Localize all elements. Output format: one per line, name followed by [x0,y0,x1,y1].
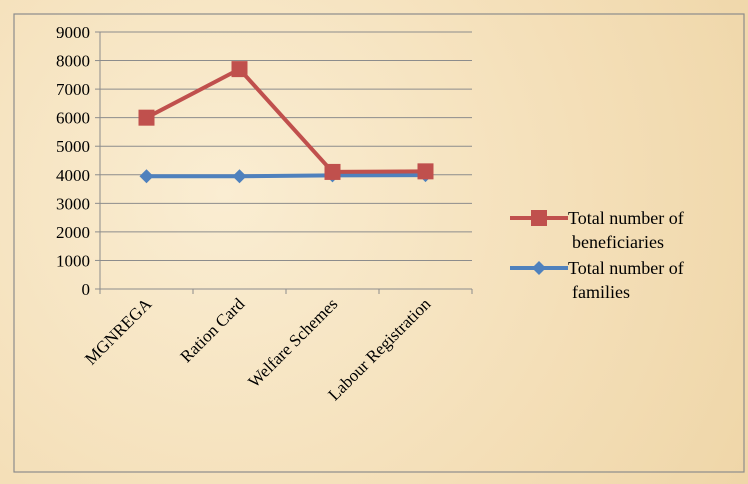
y-tick-label: 2000 [56,223,90,242]
y-tick-label: 9000 [56,23,90,42]
series-group [138,61,434,184]
y-tick-label: 7000 [56,80,90,99]
series-line [146,173,426,179]
plot-frame [13,13,745,473]
x-category-label: Labour Registration [324,294,434,404]
legend-label: Total number of [568,208,684,228]
legend-item: Total number of beneficiaries [510,208,684,252]
legend-label: families [572,282,630,302]
y-tick-label: 8000 [56,52,90,71]
data-point [417,163,434,180]
series-beneficiaries [138,61,434,180]
x-category-label: Ration Card [176,294,248,366]
gridlines [100,31,472,261]
y-tick-label: 6000 [56,109,90,128]
y-tick-label: 4000 [56,166,90,185]
legend-item: Total number of families [510,258,684,302]
y-tick-label: 3000 [56,194,90,213]
axes [99,32,472,290]
data-point [139,169,154,184]
y-tick-label: 0 [82,280,91,299]
x-category-label: Welfare Schemes [244,294,341,391]
legend-label: beneficiaries [572,232,664,252]
data-point [324,163,341,180]
y-tick-label: 5000 [56,137,90,156]
data-point [231,61,248,78]
legend-label: Total number of [568,258,684,278]
legend-marker [532,261,546,275]
series-line [145,67,426,174]
data-point [232,169,247,184]
legend-marker [531,210,547,226]
x-category-label: MGNREGA [81,294,156,369]
y-tick-label: 1000 [56,251,90,270]
y-axis-ticks: 0 1000 2000 3000 4000 5000 6000 7000 8000 9000 [56,23,100,299]
data-point [138,109,155,126]
